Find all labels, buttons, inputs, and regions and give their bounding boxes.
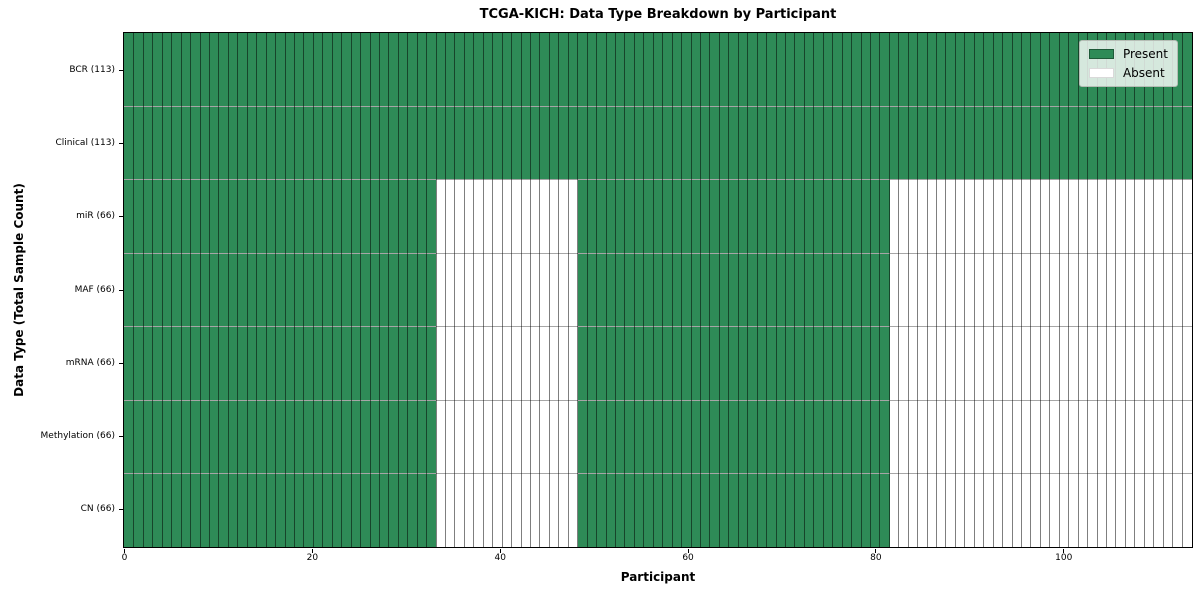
y-tick-mark (118, 69, 123, 71)
y-tick-mark (118, 216, 123, 218)
present-segment (124, 180, 436, 253)
y-tick-label: MAF (66) (74, 284, 115, 295)
present-segment (577, 180, 890, 253)
legend-item: Present (1088, 47, 1168, 61)
matrix-row (124, 474, 1192, 548)
present-segment (124, 400, 436, 474)
legend-swatch-present (1088, 49, 1114, 59)
x-tick-label: 20 (306, 553, 319, 563)
present-segment (577, 400, 890, 474)
y-tick-label: Clinical (113) (55, 137, 115, 148)
matrix-row (124, 327, 1192, 401)
x-tick-label: 60 (682, 553, 694, 563)
legend-swatch-absent (1088, 68, 1114, 78)
y-tick-mark (118, 509, 123, 511)
y-tick-label: CN (66) (80, 504, 115, 515)
x-tick-label: 0 (121, 553, 128, 563)
x-tick-label: 40 (494, 553, 506, 563)
matrix-row (124, 33, 1192, 107)
present-segment (124, 33, 1192, 106)
matrix-row (124, 106, 1192, 181)
present-segment (577, 474, 890, 548)
y-tick-mark (118, 436, 123, 438)
x-axis-label: Participant (620, 570, 696, 584)
plot-area: Present Absent (123, 32, 1193, 548)
matrix-row (124, 253, 1192, 328)
present-segment (124, 253, 436, 327)
x-tick-mark (875, 548, 877, 553)
present-segment (577, 253, 890, 327)
y-tick-mark (118, 362, 123, 364)
x-tick-mark (499, 548, 501, 553)
y-tick-label: BCR (113) (69, 64, 115, 75)
x-tick-mark (687, 548, 689, 553)
legend-item: Absent (1088, 66, 1168, 80)
legend-item-label: Absent (1122, 66, 1165, 80)
x-tick-mark (1063, 548, 1065, 553)
y-tick-label: Methylation (66) (40, 431, 115, 442)
x-tick-label: 100 (1055, 553, 1073, 563)
present-segment (124, 327, 436, 400)
matrix-rows (124, 33, 1192, 548)
x-tick-label: 80 (870, 553, 882, 563)
y-tick-mark (118, 289, 123, 291)
y-tick-label: mRNA (66) (65, 357, 115, 368)
legend-item-label: Present (1122, 47, 1168, 61)
present-segment (124, 106, 1192, 180)
matrix-row (124, 180, 1192, 254)
x-tick-mark (124, 548, 125, 553)
y-tick-mark (118, 142, 123, 144)
matrix-row (124, 400, 1192, 475)
x-tick-mark (311, 548, 313, 553)
present-segment (577, 327, 890, 400)
y-tick-label: miR (66) (76, 211, 115, 222)
chart-title: TCGA-KICH: Data Type Breakdown by Partic… (479, 7, 837, 22)
present-segment (124, 474, 436, 548)
legend: Present Absent (1078, 40, 1178, 87)
